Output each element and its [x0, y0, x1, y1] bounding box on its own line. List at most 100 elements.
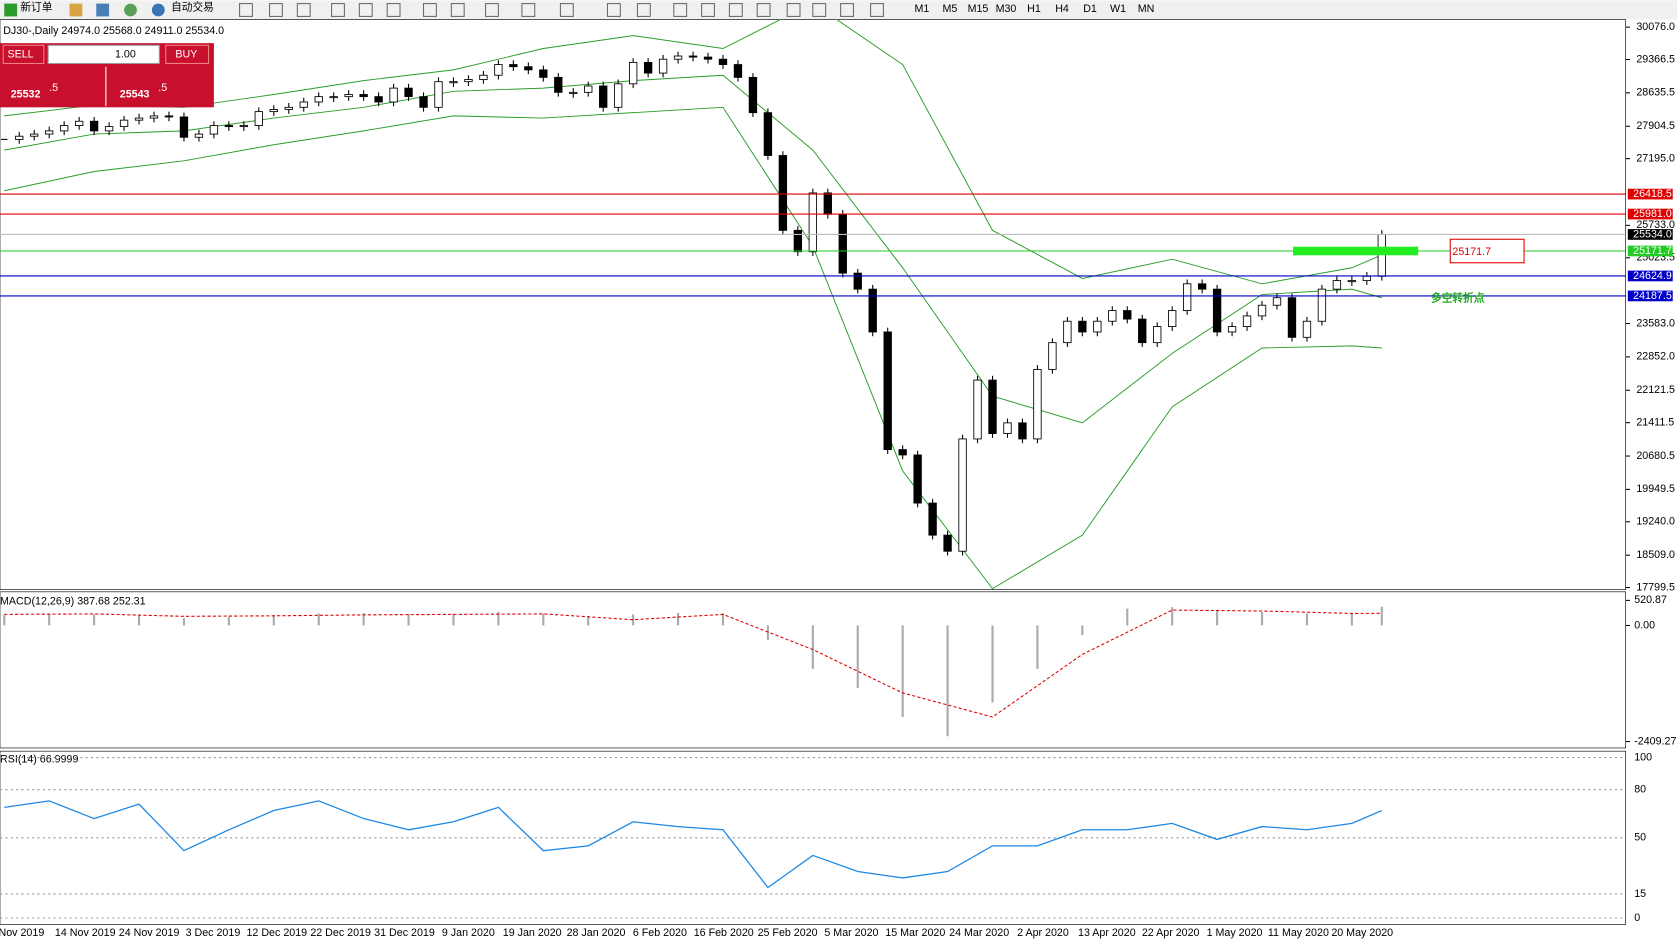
candle	[134, 117, 144, 121]
candle	[643, 61, 653, 74]
buy-label[interactable]: BUY	[175, 49, 197, 61]
timeframe-button[interactable]: H4	[1055, 3, 1069, 15]
candle	[119, 119, 129, 128]
annotation: 多空转折点	[1431, 292, 1485, 305]
toolbar-icon[interactable]	[636, 3, 651, 17]
candle	[1153, 326, 1162, 344]
auto-trading[interactable]: 自动交易	[171, 1, 214, 14]
y-tick-label: 17799.5	[1636, 581, 1675, 593]
candle	[374, 96, 383, 103]
macd-signal	[4, 609, 1382, 718]
timeframe-button[interactable]: MN	[1138, 3, 1155, 15]
candle	[763, 112, 773, 156]
x-tick-label: 25 Feb 2020	[758, 927, 818, 939]
timeframe-button[interactable]: M1	[914, 3, 929, 15]
candle	[284, 106, 293, 110]
toolbar-icon[interactable]	[485, 3, 499, 17]
y-tick-label: 29366.5	[1636, 53, 1675, 65]
candle	[1212, 288, 1222, 333]
lot-input[interactable]	[47, 44, 160, 65]
candle	[494, 64, 503, 76]
candle	[1078, 320, 1087, 333]
candle	[30, 133, 39, 137]
new-order-icon[interactable]	[4, 3, 18, 17]
candle	[1347, 280, 1357, 283]
ask-frac[interactable]: .5	[158, 82, 167, 94]
x-tick-label: Nov 2019	[0, 927, 44, 939]
toolbar-icon[interactable]	[386, 3, 401, 17]
candle	[1048, 342, 1057, 370]
candle	[419, 96, 428, 108]
y-tick-label: 22121.5	[1636, 384, 1675, 396]
candle	[599, 85, 608, 108]
candle	[1242, 315, 1252, 328]
candle	[1287, 297, 1297, 338]
toolbar-icon[interactable]	[559, 3, 574, 17]
level-tag	[1627, 208, 1673, 220]
x-tick-label: 22 Dec 2019	[310, 927, 371, 939]
x-tick-label: 13 Apr 2020	[1078, 927, 1136, 939]
x-tick-label: 28 Jan 2020	[567, 927, 626, 939]
candle	[584, 85, 593, 93]
x-tick-label: 24 Nov 2019	[119, 927, 180, 939]
toolbar-icon[interactable]	[239, 3, 253, 17]
level-tag	[1627, 290, 1673, 302]
icon[interactable]	[69, 3, 83, 17]
toolbar-icon[interactable]	[422, 3, 437, 17]
lot-value[interactable]: 1.00	[115, 49, 136, 61]
toolbar-icon[interactable]	[450, 3, 465, 17]
candle	[973, 379, 982, 440]
candle	[239, 125, 249, 128]
toolbar-icon[interactable]	[358, 3, 373, 17]
timeframe-button[interactable]: M15	[968, 3, 989, 15]
timeframe-button[interactable]: M30	[996, 3, 1017, 15]
toolbar-icon[interactable]	[521, 3, 536, 17]
candle	[509, 64, 518, 68]
timeframe-button[interactable]: D1	[1083, 3, 1097, 15]
annotation-price: 25171.7	[1452, 246, 1491, 258]
y-tick-label: 30076.0	[1636, 21, 1675, 33]
timeframe-button[interactable]: M5	[943, 3, 958, 15]
buy-button[interactable]	[165, 44, 210, 65]
x-tick-label: 22 Apr 2020	[1142, 927, 1200, 939]
sell-label[interactable]: SELL	[7, 49, 33, 61]
toolbar-icon[interactable]	[673, 3, 688, 17]
toolbar-icon[interactable]	[268, 3, 283, 17]
timeframe-button[interactable]: W1	[1110, 3, 1126, 15]
candle	[853, 272, 862, 290]
toolbar-icon[interactable]	[728, 3, 743, 17]
icon[interactable]	[124, 3, 137, 17]
rsi-tick-label: 0	[1634, 912, 1640, 924]
macd-tick-label: -2409.27	[1634, 735, 1676, 747]
toolbar-icon[interactable]	[701, 3, 715, 17]
rsi-tick-label: 100	[1634, 751, 1652, 763]
x-tick-label: 12 Dec 2019	[246, 927, 307, 939]
candle	[913, 454, 922, 504]
candle	[194, 133, 204, 138]
candle	[1362, 275, 1372, 282]
rsi-tick-label: 50	[1634, 832, 1646, 844]
toolbar-icon[interactable]	[812, 3, 827, 17]
ask-price[interactable]: 25543	[120, 88, 150, 100]
level-label: 24187.5	[1633, 290, 1672, 302]
toolbar-icon[interactable]	[870, 3, 884, 17]
sell-button[interactable]	[2, 44, 45, 65]
toolbar-icon[interactable]	[296, 3, 311, 17]
candle	[1108, 310, 1117, 322]
new-order[interactable]: 新订单	[20, 1, 52, 14]
toolbar-icon[interactable]	[331, 3, 345, 17]
rsi-line	[4, 800, 1383, 889]
bid-price[interactable]: 25532	[11, 88, 41, 100]
candle	[1272, 297, 1282, 306]
toolbar-icon[interactable]	[606, 3, 621, 17]
icon[interactable]	[96, 3, 110, 17]
bid-frac[interactable]: .5	[49, 82, 58, 94]
toolbar-icon[interactable]	[840, 3, 855, 17]
candle	[1257, 304, 1267, 317]
candle	[838, 213, 847, 274]
auto-trading-icon[interactable]	[151, 3, 165, 17]
candle	[868, 288, 877, 333]
timeframe-button[interactable]: H1	[1027, 3, 1041, 15]
toolbar-icon[interactable]	[756, 3, 771, 17]
toolbar-icon[interactable]	[786, 3, 801, 17]
